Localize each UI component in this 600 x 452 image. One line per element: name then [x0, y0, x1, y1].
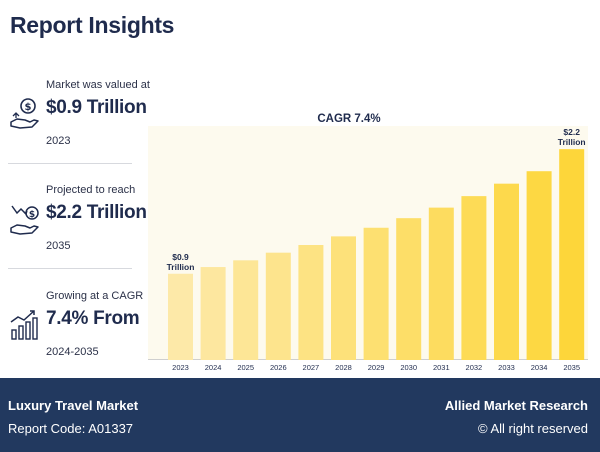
x-tick-label: 2028: [335, 363, 352, 372]
bar-2023: [168, 273, 193, 360]
bar-2035: [559, 149, 585, 360]
x-tick-label: 2027: [303, 363, 320, 372]
x-tick-label: 2035: [563, 363, 580, 372]
x-tick-label: 2030: [400, 363, 417, 372]
report-title: Luxury Travel Market: [8, 398, 139, 413]
stat-label: Projected to reach: [46, 184, 136, 196]
divider: [8, 268, 132, 269]
stat-label: Market was valued at: [46, 79, 150, 91]
growth-hand-icon: $: [10, 205, 39, 235]
page-title: Report Insights: [10, 12, 175, 38]
x-tick-label: 2034: [531, 363, 548, 372]
data-label: Trillion: [167, 262, 195, 272]
stat-value: $0.9 Trillion: [46, 97, 147, 118]
bar-2024: [200, 267, 226, 360]
bar-2031: [428, 207, 454, 360]
svg-text:$: $: [25, 102, 32, 113]
bar-growth-icon: [10, 310, 38, 340]
data-label: Trillion: [558, 137, 586, 147]
stat-value: 7.4% From: [46, 308, 140, 329]
stat-projected: $ Projected to reach $2.2 Trillion 2035: [8, 184, 147, 254]
x-tick-label: 2029: [368, 363, 385, 372]
x-tick-label: 2026: [270, 363, 287, 372]
bar-2026: [265, 252, 291, 360]
x-tick-label: 2033: [498, 363, 515, 372]
stat-year: 2023: [46, 135, 71, 147]
stat-year: 2024-2035: [46, 346, 99, 358]
bar-2027: [298, 245, 324, 360]
stat-label: Growing at a CAGR: [46, 290, 144, 302]
data-label: $0.9: [172, 252, 189, 262]
data-label: $2.2: [563, 127, 580, 137]
bar-chart: CAGR 7.4% 2023 2024 2025 2026 2027 2028 2029 20…: [167, 113, 586, 372]
x-tick-label: 2025: [237, 363, 254, 372]
x-tick-label: 2031: [433, 363, 450, 372]
bar-2025: [233, 260, 259, 360]
stat-market-value: $ Market was valued at $0.9 Trillion 202…: [8, 79, 150, 149]
bar-2034: [526, 171, 552, 360]
stat-cagr: Growing at a CAGR 7.4% From 2024-2035: [8, 290, 143, 360]
bar-2030: [396, 218, 422, 360]
bar-2028: [331, 236, 356, 360]
money-hand-icon: $: [10, 98, 39, 129]
stat-year: 2035: [46, 240, 71, 252]
divider: [8, 163, 132, 164]
bar-2029: [363, 227, 389, 360]
stat-value: $2.2 Trillion: [46, 202, 147, 223]
x-tick-label: 2032: [466, 363, 483, 372]
chart-title: CAGR 7.4%: [317, 113, 380, 125]
bar-2032: [461, 196, 487, 360]
brand-name: Allied Market Research: [444, 398, 588, 413]
bar-2033: [494, 183, 519, 360]
copyright: © All right reserved: [477, 421, 588, 436]
x-tick-label: 2023: [172, 363, 189, 372]
report-code: Report Code: A01337: [8, 421, 134, 436]
svg-text:$: $: [29, 210, 35, 220]
footer: Luxury Travel Market Report Code: A01337…: [0, 378, 600, 452]
x-tick-label: 2024: [205, 363, 222, 372]
